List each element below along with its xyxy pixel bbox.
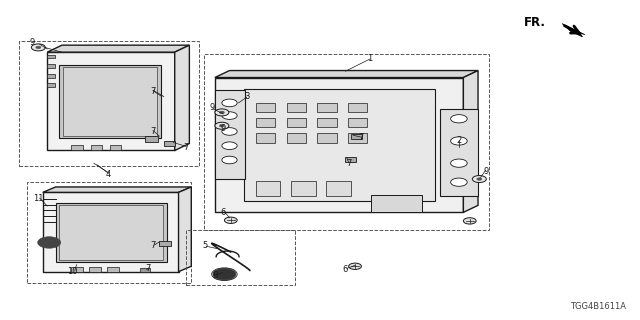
Polygon shape xyxy=(175,45,189,150)
Circle shape xyxy=(222,142,237,149)
Polygon shape xyxy=(244,89,435,201)
Circle shape xyxy=(477,178,482,180)
Polygon shape xyxy=(47,45,189,52)
Circle shape xyxy=(222,128,237,135)
Bar xyxy=(47,83,55,87)
Polygon shape xyxy=(47,52,175,150)
Bar xyxy=(317,118,337,127)
Bar xyxy=(348,118,367,127)
Bar xyxy=(47,64,55,68)
Circle shape xyxy=(451,115,467,123)
Circle shape xyxy=(220,111,225,114)
Bar xyxy=(291,180,316,196)
Bar xyxy=(47,55,55,59)
Text: 7: 7 xyxy=(145,264,150,273)
Circle shape xyxy=(222,112,237,119)
Circle shape xyxy=(215,109,229,116)
Text: TGG4B1611A: TGG4B1611A xyxy=(570,302,626,311)
Text: 6: 6 xyxy=(220,208,226,217)
Polygon shape xyxy=(63,67,157,136)
Circle shape xyxy=(463,218,476,224)
Bar xyxy=(256,180,280,196)
Polygon shape xyxy=(463,70,478,212)
Bar xyxy=(91,145,102,150)
Bar xyxy=(47,74,55,77)
Bar xyxy=(164,141,175,146)
Polygon shape xyxy=(59,205,163,260)
Circle shape xyxy=(220,124,225,127)
Bar xyxy=(109,145,121,150)
Bar xyxy=(326,180,351,196)
Bar xyxy=(72,267,83,272)
Bar xyxy=(140,268,150,272)
Polygon shape xyxy=(371,195,422,212)
Polygon shape xyxy=(59,65,161,139)
Circle shape xyxy=(451,178,467,186)
Circle shape xyxy=(472,176,486,182)
Circle shape xyxy=(213,268,236,280)
Bar xyxy=(317,133,337,142)
Circle shape xyxy=(38,237,61,248)
Bar xyxy=(348,133,367,142)
Bar xyxy=(107,267,118,272)
Text: 1: 1 xyxy=(367,54,372,63)
Polygon shape xyxy=(43,192,179,272)
Bar xyxy=(72,145,83,150)
Circle shape xyxy=(222,156,237,164)
Text: 9: 9 xyxy=(29,38,35,47)
Text: 6: 6 xyxy=(343,265,348,274)
Text: 7: 7 xyxy=(150,87,156,96)
Text: 9: 9 xyxy=(483,167,488,176)
Polygon shape xyxy=(43,187,191,192)
Bar xyxy=(145,136,157,142)
Bar xyxy=(256,103,275,112)
Bar xyxy=(256,118,275,127)
Text: 7: 7 xyxy=(359,133,364,142)
Bar xyxy=(256,133,275,142)
Text: 9: 9 xyxy=(221,124,226,133)
Polygon shape xyxy=(215,70,478,77)
Text: 2: 2 xyxy=(456,136,461,146)
Text: 11: 11 xyxy=(33,194,44,203)
Text: 7: 7 xyxy=(150,127,156,136)
Text: 9: 9 xyxy=(209,103,214,112)
Polygon shape xyxy=(56,203,167,261)
Text: 3: 3 xyxy=(244,92,250,101)
Text: FR.: FR. xyxy=(524,15,546,28)
Bar xyxy=(159,241,171,246)
Circle shape xyxy=(451,137,467,145)
Bar xyxy=(287,133,306,142)
Bar xyxy=(348,103,367,112)
Text: 10: 10 xyxy=(67,267,78,276)
Polygon shape xyxy=(215,90,245,179)
Bar xyxy=(287,118,306,127)
Text: 7: 7 xyxy=(184,143,189,152)
Circle shape xyxy=(225,217,237,223)
Bar xyxy=(346,156,356,162)
Polygon shape xyxy=(440,109,478,196)
Circle shape xyxy=(36,46,41,49)
Text: 8: 8 xyxy=(212,271,218,280)
Text: 7: 7 xyxy=(346,159,351,168)
Bar xyxy=(317,103,337,112)
Text: 4: 4 xyxy=(106,170,111,179)
Circle shape xyxy=(349,263,362,269)
Bar xyxy=(287,103,306,112)
Polygon shape xyxy=(215,77,463,212)
Circle shape xyxy=(222,99,237,107)
Circle shape xyxy=(215,122,229,129)
Text: 7: 7 xyxy=(150,241,156,250)
Bar xyxy=(90,267,100,272)
Polygon shape xyxy=(562,24,585,37)
Bar xyxy=(351,134,362,140)
Circle shape xyxy=(31,44,45,51)
Circle shape xyxy=(451,159,467,167)
Polygon shape xyxy=(179,187,191,272)
Text: 5: 5 xyxy=(203,241,208,250)
